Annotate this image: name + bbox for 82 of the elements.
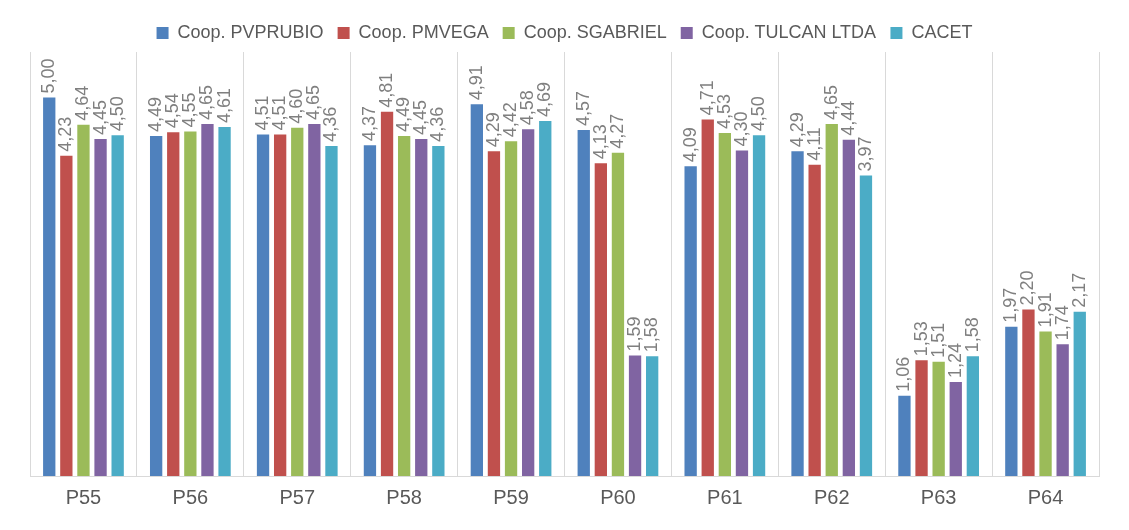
bar [1073, 311, 1086, 476]
bar [966, 356, 980, 476]
bar [218, 126, 231, 476]
bar [752, 135, 766, 476]
bar [43, 97, 56, 476]
legend-label: Coop. PMVEGA [358, 21, 489, 42]
data-label: 4,37 [358, 106, 379, 142]
bar [432, 145, 445, 476]
legend-label: Coop. SGABRIEL [523, 21, 667, 42]
bar [1022, 309, 1035, 476]
legend-label: Coop. TULCAN LTDA [701, 21, 877, 42]
x-tick-label: P59 [493, 485, 529, 508]
bar [325, 145, 338, 476]
data-label: 4,61 [213, 87, 234, 123]
legend-label: CACET [911, 21, 973, 42]
bar [273, 134, 287, 476]
bar [898, 395, 911, 476]
data-label: 1,74 [1051, 305, 1072, 341]
bar [149, 136, 163, 476]
bar [915, 360, 928, 476]
bar [735, 150, 749, 476]
bar [504, 141, 518, 476]
bar [291, 127, 304, 476]
bar [825, 123, 838, 476]
bar [701, 119, 714, 476]
bar [363, 145, 377, 476]
data-label: 2,17 [1068, 272, 1089, 308]
bar [577, 129, 590, 476]
bar [859, 175, 873, 476]
data-label: 4,91 [465, 65, 486, 101]
bar [808, 164, 821, 476]
x-tick-label: P55 [65, 485, 102, 508]
bar [184, 131, 197, 476]
x-tick-label: P60 [600, 485, 636, 508]
data-label: 3,97 [854, 136, 875, 172]
data-label: 1,59 [624, 316, 645, 352]
bar [308, 123, 321, 476]
data-label: 4,65 [820, 84, 841, 120]
bar [611, 152, 625, 476]
bar [1005, 326, 1018, 476]
x-tick-label: P64 [1027, 485, 1064, 508]
x-tick-label: P56 [172, 485, 209, 508]
bar [256, 134, 270, 476]
legend-label: Coop. PVPRUBIO [177, 21, 324, 42]
bar [628, 355, 642, 476]
data-label: 4,51 [252, 95, 273, 131]
bar [111, 135, 124, 476]
bar [594, 163, 607, 476]
data-label: 1,58 [961, 317, 982, 353]
bar [77, 124, 90, 476]
bar [415, 139, 428, 476]
bar [522, 129, 535, 476]
bar [791, 151, 804, 476]
bar [684, 166, 697, 476]
bar [201, 123, 214, 476]
x-tick-label: P57 [279, 485, 316, 508]
x-tick-label: P58 [386, 485, 422, 508]
data-label: 4,50 [748, 96, 769, 132]
bar [380, 111, 394, 476]
bar [1039, 331, 1052, 476]
bar [718, 133, 732, 476]
data-label: 4,29 [482, 112, 503, 148]
data-label: 4,57 [572, 90, 593, 126]
bar [470, 104, 483, 476]
x-tick-label: P61 [707, 485, 743, 508]
bar [60, 155, 73, 476]
data-label: 1,06 [893, 356, 914, 392]
bar [646, 356, 659, 476]
bar [539, 120, 552, 476]
data-label: 5,00 [38, 58, 59, 94]
x-tick-label: P63 [920, 485, 957, 508]
data-label: 4,09 [679, 127, 700, 163]
bar [932, 361, 945, 476]
x-tick-label: P62 [813, 485, 850, 508]
bar [167, 132, 180, 476]
bar [949, 382, 962, 476]
bar [487, 151, 501, 476]
bar [397, 136, 411, 476]
bar [94, 139, 107, 476]
bar [842, 139, 856, 476]
data-label: 4,36 [320, 106, 341, 142]
bar [1056, 344, 1069, 476]
